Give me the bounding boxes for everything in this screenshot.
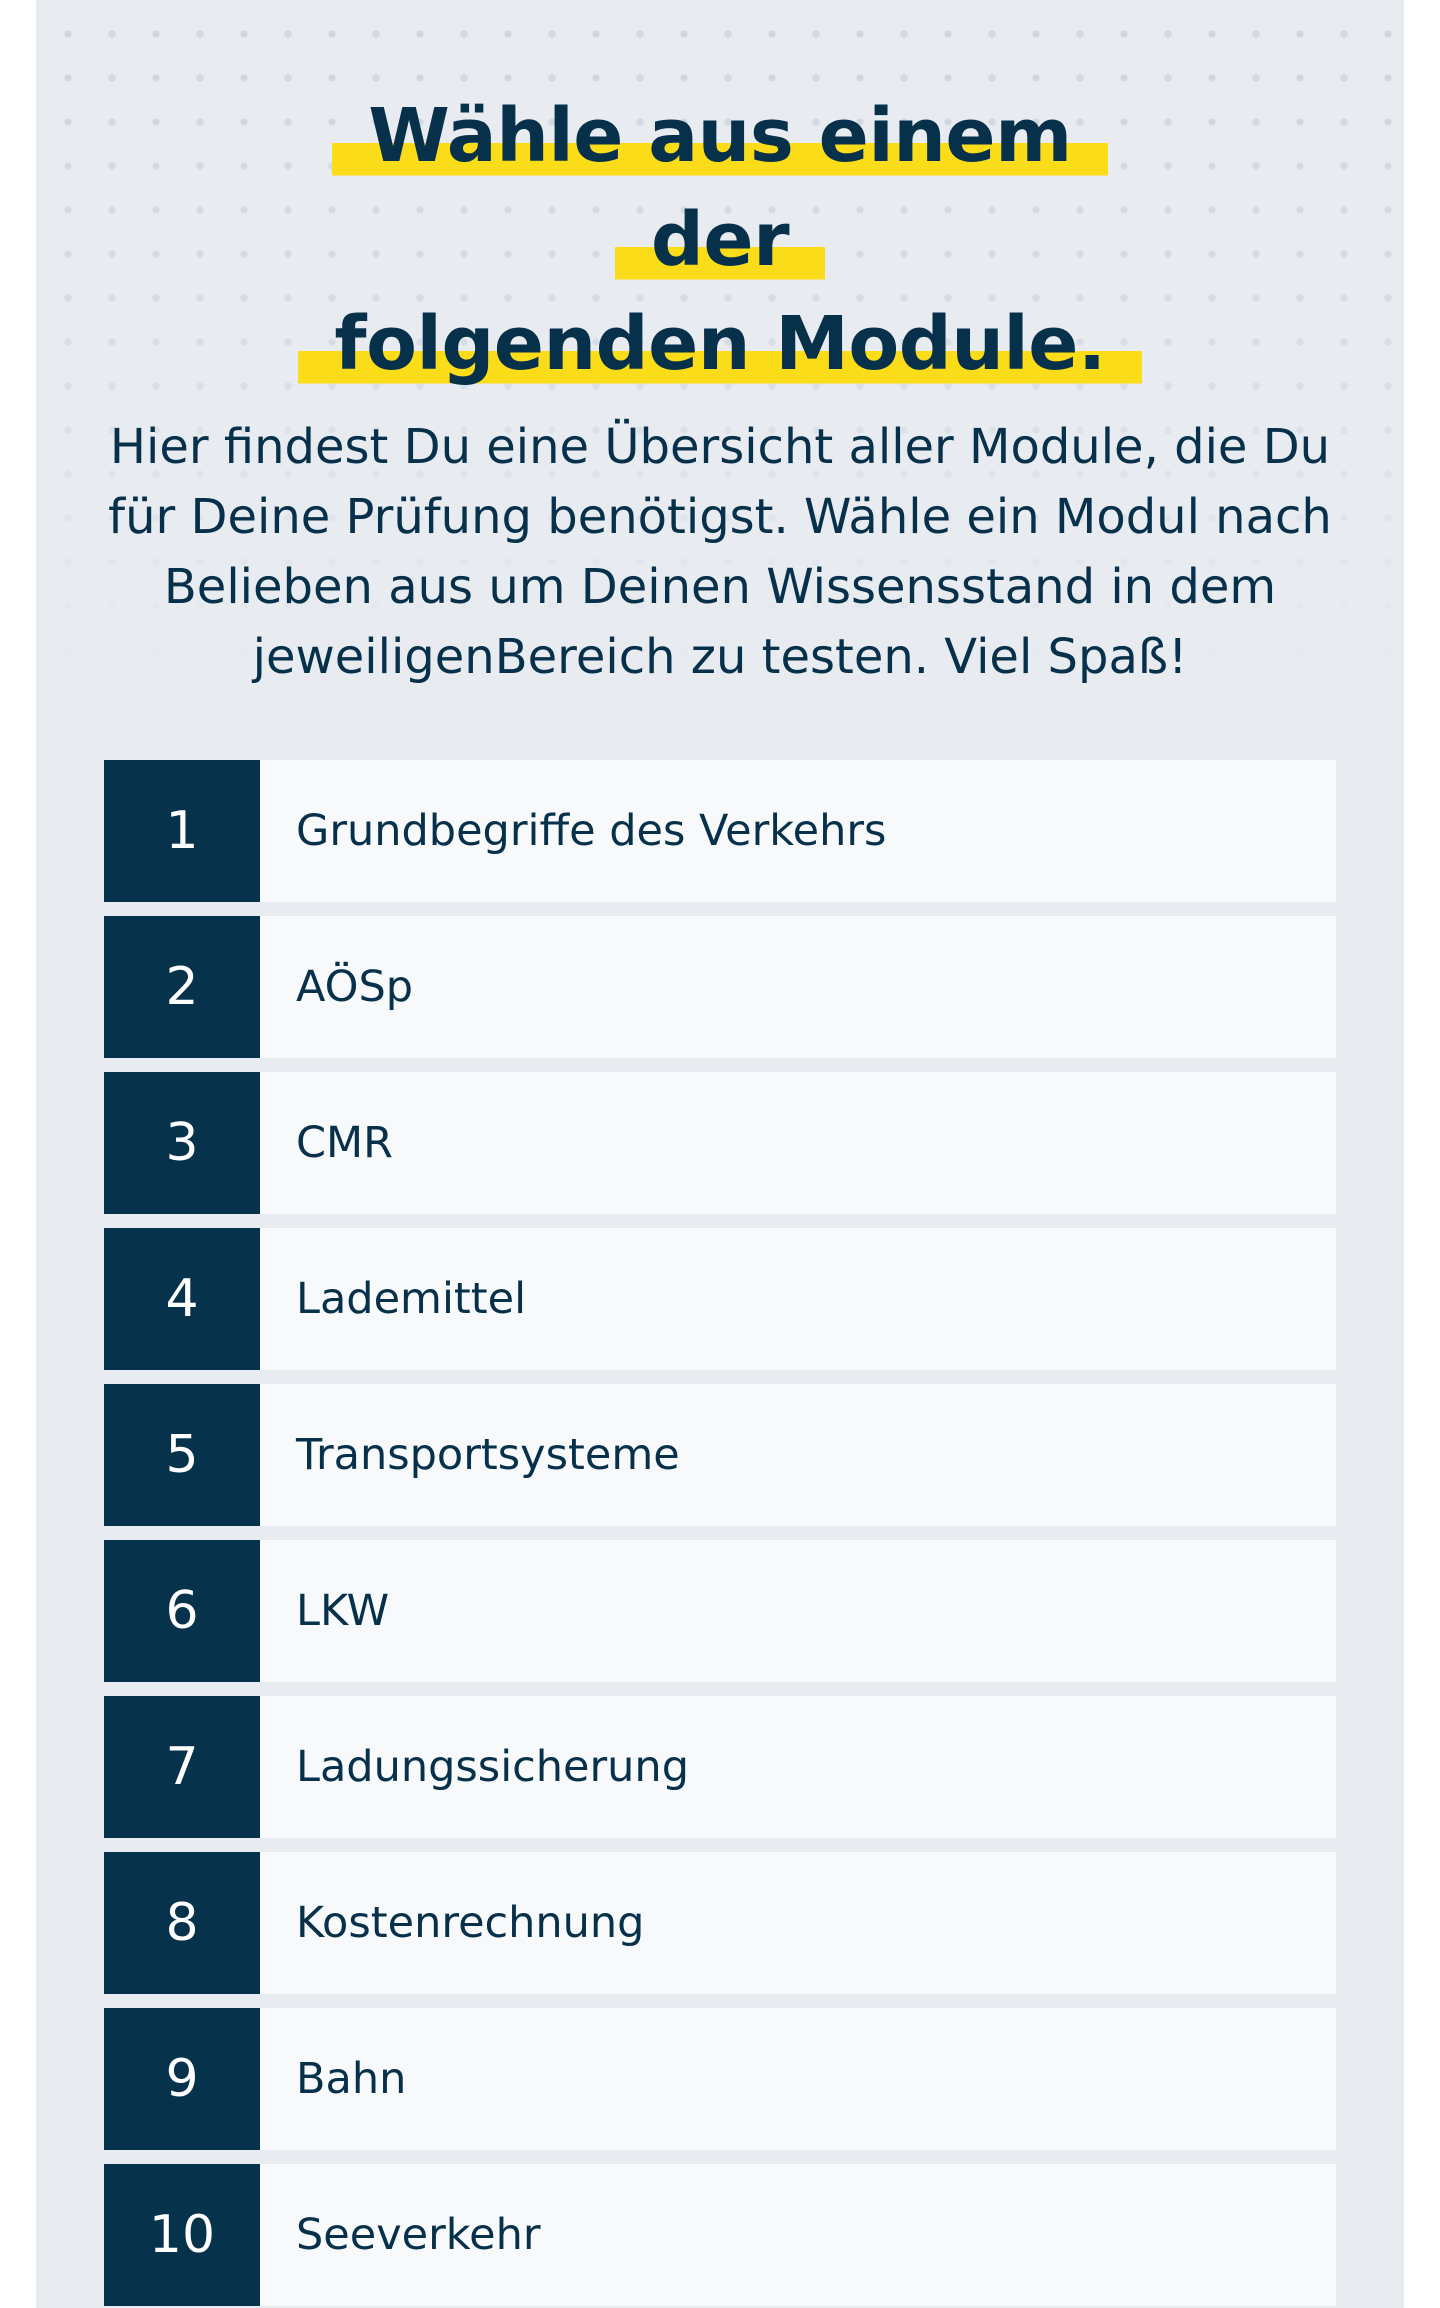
module-number: 6	[104, 1540, 260, 1682]
module-number: 8	[104, 1852, 260, 1994]
page: Wähle aus einem der folgenden Module. Hie…	[36, 0, 1404, 2308]
module-item-5[interactable]: 5 Transportsysteme	[104, 1384, 1336, 1526]
module-label: Grundbegriffe des Verkehrs	[260, 760, 1336, 902]
module-number: 2	[104, 916, 260, 1058]
module-number: 1	[104, 760, 260, 902]
module-label: Lademittel	[260, 1228, 1336, 1370]
module-item-9[interactable]: 9 Bahn	[104, 2008, 1336, 2150]
module-label: Transportsysteme	[260, 1384, 1336, 1526]
module-number: 7	[104, 1696, 260, 1838]
module-item-8[interactable]: 8 Kostenrechnung	[104, 1852, 1336, 1994]
module-label: AÖSp	[260, 916, 1336, 1058]
module-number: 3	[104, 1072, 260, 1214]
module-label: CMR	[260, 1072, 1336, 1214]
module-item-2[interactable]: 2 AÖSp	[104, 916, 1336, 1058]
module-number: 5	[104, 1384, 260, 1526]
module-item-7[interactable]: 7 Ladungssicherung	[104, 1696, 1336, 1838]
title-line-2: folgenden Module.	[298, 301, 1142, 387]
module-number: 9	[104, 2008, 260, 2150]
intro-text: Hier findest Du eine Übersicht aller Mod…	[108, 419, 1332, 685]
module-label: Bahn	[260, 2008, 1336, 2150]
module-label: LKW	[260, 1540, 1336, 1682]
module-item-1[interactable]: 1 Grundbegriffe des Verkehrs	[104, 760, 1336, 902]
module-label: Seeverkehr	[260, 2164, 1336, 2306]
module-item-4[interactable]: 4 Lademittel	[104, 1228, 1336, 1370]
module-number: 10	[104, 2164, 260, 2306]
module-number: 4	[104, 1228, 260, 1370]
header: Wähle aus einem der folgenden Module. Hie…	[36, 84, 1404, 692]
module-label: Ladungssicherung	[260, 1696, 1336, 1838]
title-line-1: Wähle aus einem der	[332, 93, 1108, 283]
module-label: Kostenrechnung	[260, 1852, 1336, 1994]
page-title: Wähle aus einem der folgenden Module.	[270, 84, 1170, 396]
module-item-3[interactable]: 3 CMR	[104, 1072, 1336, 1214]
module-item-10[interactable]: 10 Seeverkehr	[104, 2164, 1336, 2306]
module-item-6[interactable]: 6 LKW	[104, 1540, 1336, 1682]
module-list: 1 Grundbegriffe des Verkehrs 2 AÖSp 3 CM…	[104, 760, 1336, 2308]
